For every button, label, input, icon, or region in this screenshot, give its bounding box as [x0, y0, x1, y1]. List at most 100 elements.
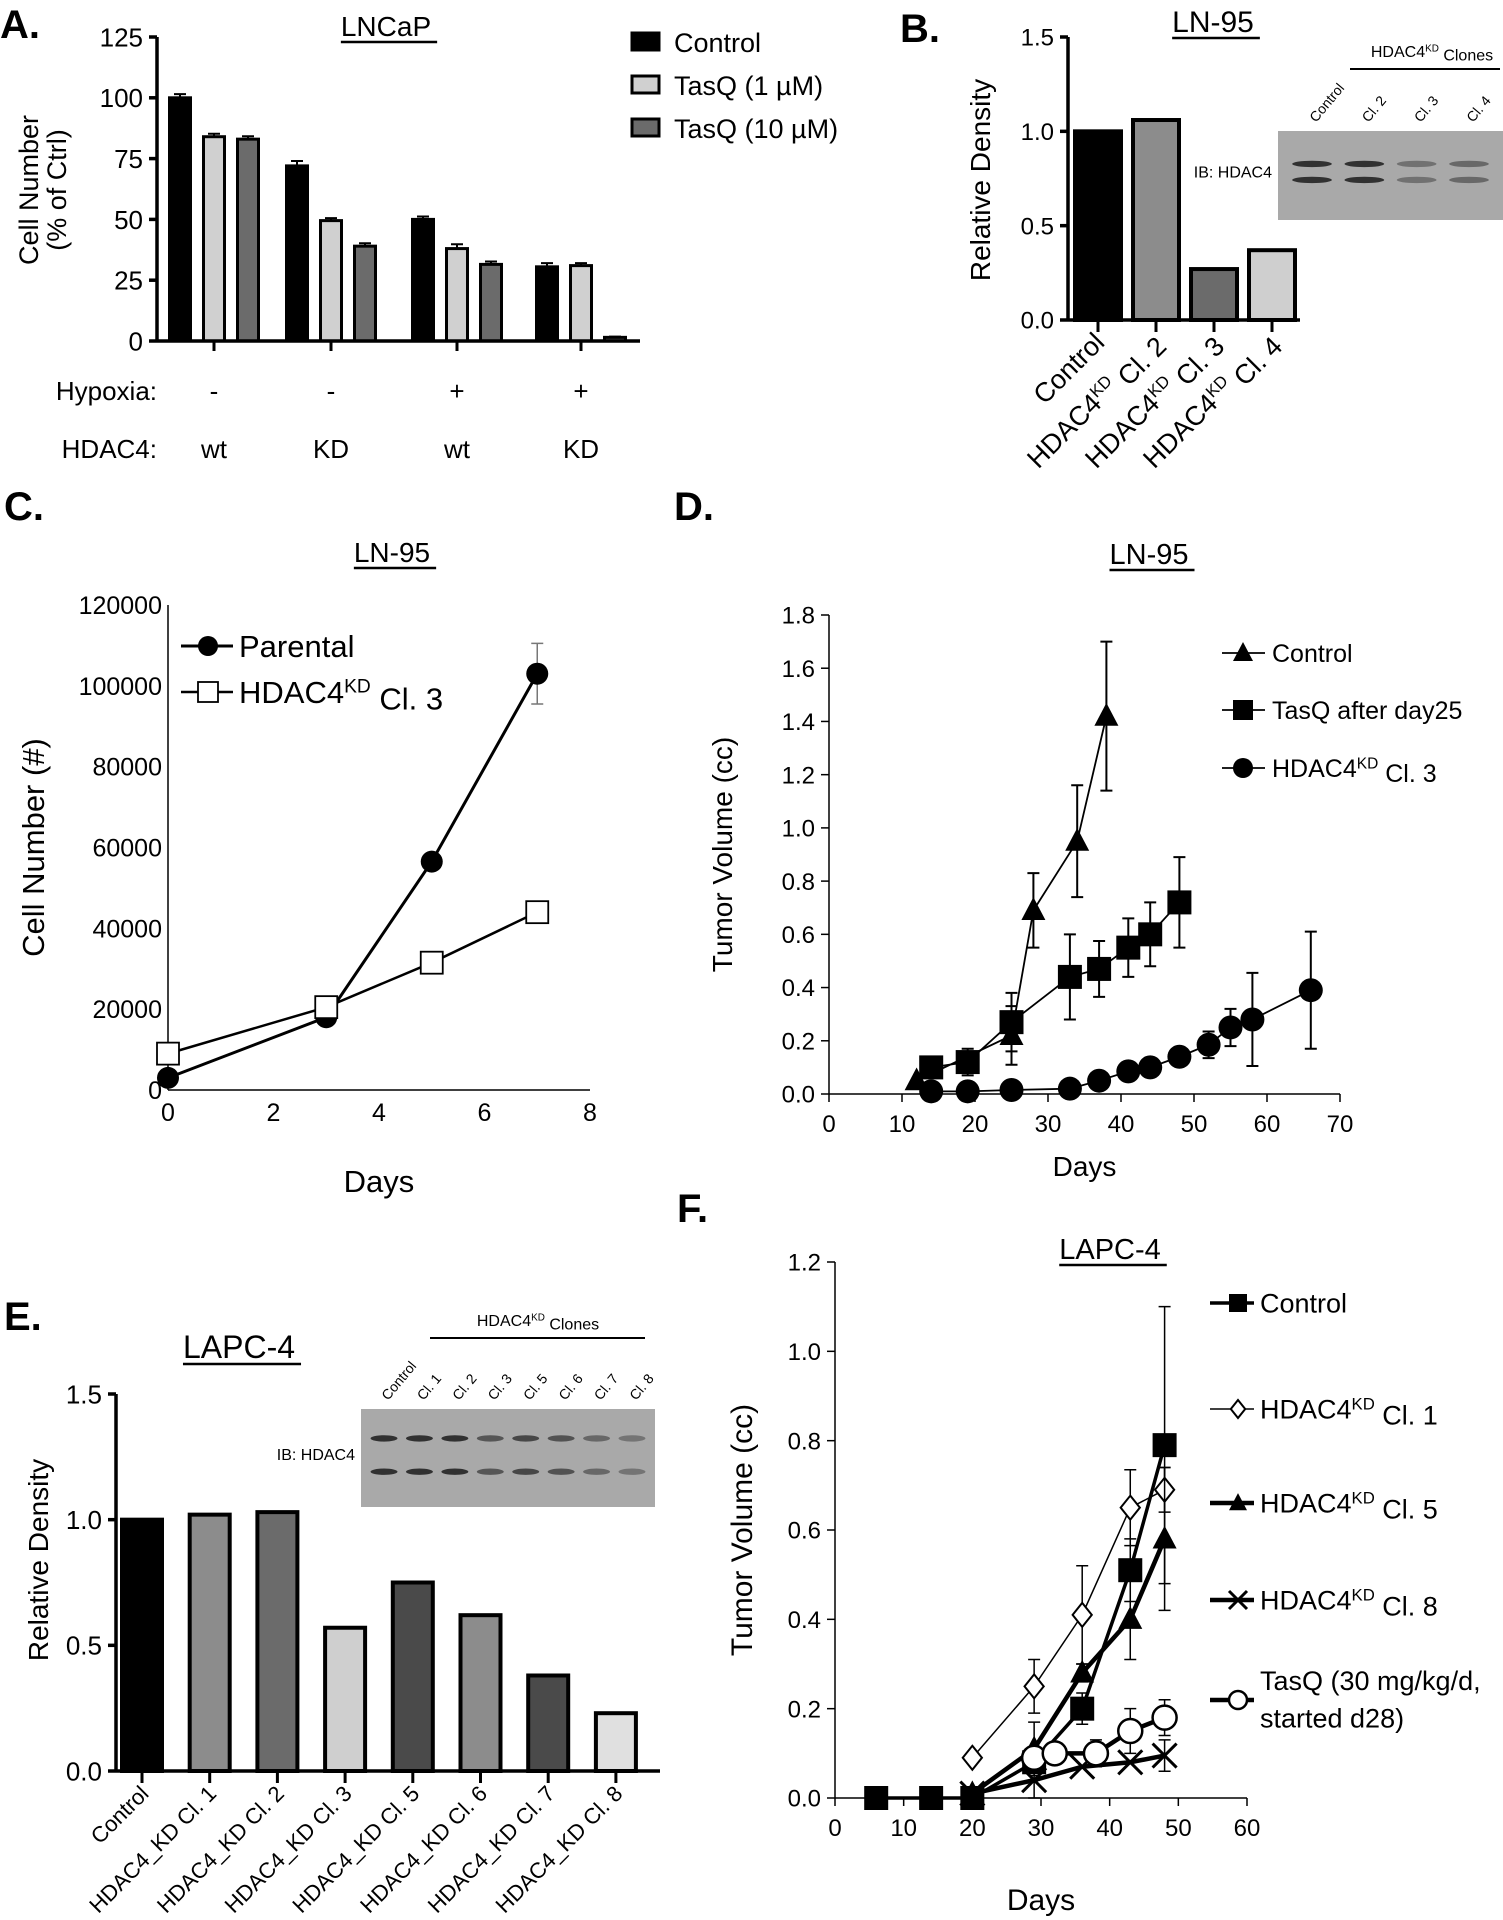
y-tick-label: 1.0: [66, 1505, 102, 1535]
panel-f-chart: LAPC-4 0.0 0.2 0.4 0.6 0.8 1.0 1.2 0 10 20 30 40 50 60…: [726, 1234, 1481, 1917]
data-point: [1167, 890, 1192, 915]
y-tick-label: 1.0: [782, 816, 815, 843]
bar: [569, 264, 593, 343]
x-tick-label: 10: [890, 1815, 917, 1842]
blot-band: [547, 1468, 575, 1475]
series-line: [167, 672, 539, 1080]
western-blot: Control Cl. 2 Cl. 3 Cl. 4 IB: HDAC4 HDAC4KD C…: [1194, 44, 1503, 220]
y-tick-label: 0.5: [1021, 213, 1054, 240]
y-tick-label: 0.8: [788, 1428, 821, 1455]
line-series: [157, 642, 549, 1089]
panel-a-chart: LNCaP Cell Number(% of Ctrl) 0 25 50 75 100 125…: [14, 11, 838, 464]
legend-swatch: [630, 74, 661, 95]
blot-band: [370, 1468, 398, 1475]
data-point: [1057, 964, 1082, 989]
data-point: [961, 1744, 984, 1772]
series-line: [167, 911, 538, 1055]
bar: [445, 247, 469, 343]
data-point: [955, 1050, 980, 1075]
data-point: [999, 1010, 1024, 1035]
blot-band: [512, 1468, 540, 1475]
data-point: [526, 662, 549, 685]
y-tick-label: 75: [114, 144, 143, 174]
x-tick-label: 4: [372, 1099, 386, 1127]
blot-band: [1344, 176, 1385, 184]
data-point: [420, 850, 443, 873]
data-point: [919, 1055, 944, 1080]
legend-label: TasQ after day25: [1272, 697, 1462, 725]
lane-label: Cl. 3: [484, 1370, 515, 1402]
bar: [168, 96, 192, 343]
bar: [187, 1512, 232, 1773]
blot-band: [476, 1468, 504, 1475]
line-series: [959, 1739, 1178, 1807]
blot-band: [405, 1468, 433, 1475]
line-series: [1020, 1698, 1178, 1772]
x-category-label: HDAC4_KD Cl. 7: [423, 1781, 560, 1918]
x-category-label: HDAC4_KD Cl. 8: [490, 1781, 627, 1918]
x-tick-label: 40: [1096, 1815, 1123, 1842]
bar: [458, 1613, 503, 1773]
blot-band: [441, 1468, 469, 1475]
lane-label: Cl. 1: [413, 1370, 444, 1402]
y-tick-label: 0.2: [788, 1696, 821, 1723]
panel-label: E.: [4, 1295, 42, 1339]
legend-x-icon: [1227, 1589, 1249, 1611]
row-label-hypoxia: Hypoxia:: [56, 376, 157, 406]
bar: [526, 1673, 571, 1773]
data-point: [1167, 1044, 1192, 1069]
blot-band: [547, 1435, 575, 1442]
blot-band: [405, 1435, 433, 1442]
data-point: [1094, 702, 1119, 726]
x-tick-label: 60: [1234, 1815, 1261, 1842]
legend-item: HDAC4KD Cl. 3: [1222, 755, 1437, 788]
data-point: [1118, 1606, 1143, 1629]
x-tick-label: 60: [1254, 1111, 1281, 1138]
line-series: [156, 900, 550, 1066]
legend-item: Control: [1222, 640, 1353, 668]
data-point: [314, 995, 339, 1020]
bar: [1247, 248, 1297, 322]
y-tick-label: 1.6: [782, 656, 815, 683]
legend-label: Control: [1260, 1289, 1347, 1319]
chart-title: LAPC-4: [183, 1329, 295, 1365]
blot-band: [618, 1435, 646, 1442]
y-tick-label: 0.6: [782, 922, 815, 949]
lane-label: Cl. 5: [520, 1370, 551, 1402]
y-tick-label: 100: [100, 83, 143, 113]
bar: [390, 1580, 435, 1773]
bar: [120, 1517, 164, 1773]
y-tick-label: 1.0: [1021, 119, 1054, 146]
data-point: [1087, 956, 1112, 981]
data-point: [525, 900, 550, 925]
x-tick-label: 2: [267, 1099, 281, 1127]
data-point: [1082, 1740, 1110, 1767]
y-axis-label: (% of Ctrl): [42, 129, 72, 251]
data-point: [1117, 1749, 1144, 1776]
y-tick-label: 0.4: [788, 1607, 821, 1634]
y-tick-label: 0.4: [782, 975, 815, 1002]
x-axis: 0 2 4 6 8: [161, 1089, 597, 1127]
y-axis: 0.0 0.5 1.0 1.5: [1021, 25, 1070, 335]
legend-item: HDAC4KD Cl. 1: [1210, 1395, 1438, 1430]
data-point: [919, 1786, 944, 1810]
antibody-label: IB: HDAC4: [277, 1447, 355, 1464]
legend-circle-open-icon: [1227, 1689, 1249, 1711]
data-point: [1070, 1659, 1095, 1683]
hypoxia-value: -: [327, 376, 336, 406]
legend-label: TasQ (30 mg/kg/d,: [1260, 1666, 1481, 1696]
data-point: [1021, 1767, 1048, 1794]
bar: [479, 262, 503, 343]
data-point: [156, 1041, 180, 1066]
y-tick-label: 0.0: [788, 1786, 821, 1813]
y-tick-label: 60000: [92, 835, 162, 863]
x-tick-label: 20: [959, 1815, 986, 1842]
data-point: [1117, 1717, 1144, 1745]
data-point: [999, 1078, 1024, 1103]
bar: [411, 217, 435, 343]
y-tick-label: 0.8: [782, 869, 815, 896]
x-category-label: HDAC4_KD Cl. 5: [287, 1781, 424, 1918]
blot-band: [1292, 160, 1332, 168]
